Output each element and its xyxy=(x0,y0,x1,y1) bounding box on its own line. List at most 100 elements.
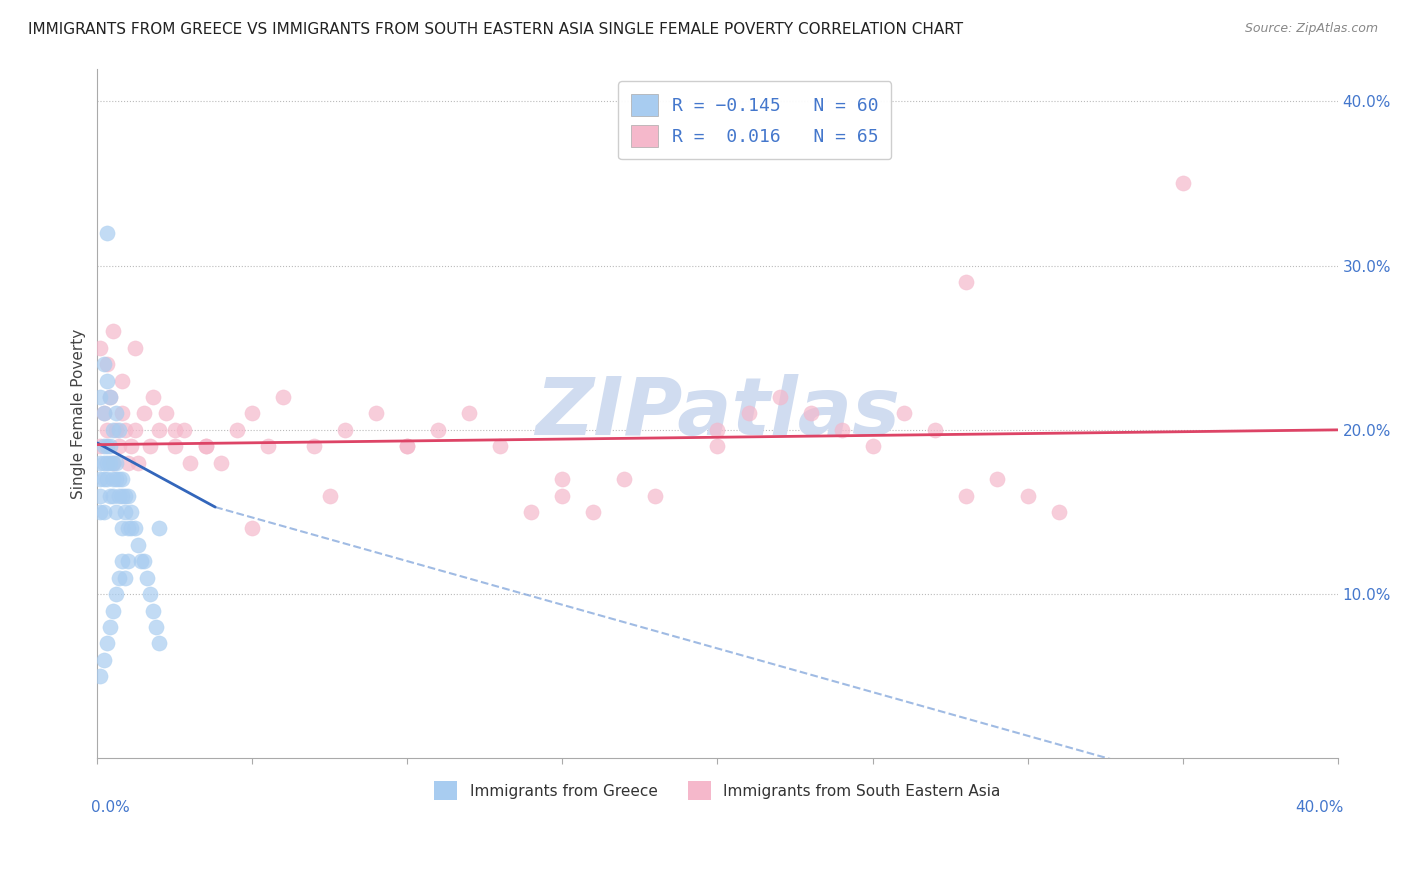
Point xyxy=(101,423,124,437)
Point xyxy=(108,489,131,503)
Point xyxy=(96,357,118,371)
Point xyxy=(127,538,149,552)
Point xyxy=(862,439,884,453)
Point xyxy=(396,439,419,453)
Point xyxy=(89,669,111,683)
Point xyxy=(114,423,136,437)
Point xyxy=(986,472,1008,486)
Point xyxy=(101,489,124,503)
Point xyxy=(98,439,121,453)
Point xyxy=(924,423,946,437)
Point xyxy=(93,472,115,486)
Point xyxy=(1171,177,1194,191)
Point xyxy=(209,456,232,470)
Point xyxy=(194,439,217,453)
Point xyxy=(893,406,915,420)
Point xyxy=(117,489,139,503)
Point xyxy=(93,505,115,519)
Point xyxy=(225,423,247,437)
Point xyxy=(104,456,127,470)
Point xyxy=(145,620,167,634)
Point xyxy=(142,390,165,404)
Point xyxy=(89,439,111,453)
Point xyxy=(96,423,118,437)
Point xyxy=(89,505,111,519)
Point xyxy=(101,324,124,338)
Point xyxy=(706,439,728,453)
Point xyxy=(120,439,142,453)
Point xyxy=(98,456,121,470)
Point xyxy=(98,489,121,503)
Point xyxy=(132,554,155,568)
Point xyxy=(117,456,139,470)
Text: 0.0%: 0.0% xyxy=(91,800,129,814)
Point xyxy=(768,390,790,404)
Point xyxy=(520,505,543,519)
Point xyxy=(273,390,295,404)
Point xyxy=(737,406,759,420)
Point xyxy=(613,472,636,486)
Point xyxy=(114,505,136,519)
Point xyxy=(93,357,115,371)
Point xyxy=(396,439,419,453)
Point xyxy=(98,620,121,634)
Point xyxy=(304,439,326,453)
Point xyxy=(111,489,134,503)
Point xyxy=(96,456,118,470)
Point xyxy=(96,374,118,388)
Point xyxy=(104,406,127,420)
Point xyxy=(101,472,124,486)
Point xyxy=(366,406,388,420)
Point xyxy=(111,406,134,420)
Point xyxy=(173,423,195,437)
Point xyxy=(155,406,177,420)
Text: ZIPatlas: ZIPatlas xyxy=(536,375,900,452)
Point xyxy=(242,521,264,535)
Point xyxy=(111,521,134,535)
Point xyxy=(706,423,728,437)
Point xyxy=(1047,505,1070,519)
Point xyxy=(101,456,124,470)
Point xyxy=(93,439,115,453)
Point xyxy=(148,521,170,535)
Point xyxy=(124,521,146,535)
Point xyxy=(108,472,131,486)
Point xyxy=(111,374,134,388)
Point xyxy=(96,439,118,453)
Point xyxy=(148,423,170,437)
Point xyxy=(104,587,127,601)
Point xyxy=(93,653,115,667)
Point xyxy=(96,636,118,650)
Point xyxy=(139,439,162,453)
Point xyxy=(98,390,121,404)
Point xyxy=(257,439,280,453)
Point xyxy=(108,571,131,585)
Point xyxy=(108,423,131,437)
Point xyxy=(104,472,127,486)
Point xyxy=(799,406,821,420)
Point xyxy=(124,423,146,437)
Point xyxy=(117,554,139,568)
Point xyxy=(96,472,118,486)
Point xyxy=(136,571,159,585)
Point xyxy=(132,406,155,420)
Point xyxy=(955,489,977,503)
Point xyxy=(93,406,115,420)
Point xyxy=(101,603,124,617)
Point xyxy=(101,456,124,470)
Point xyxy=(139,587,162,601)
Point xyxy=(1017,489,1039,503)
Point xyxy=(104,423,127,437)
Text: 40.0%: 40.0% xyxy=(1295,800,1344,814)
Point xyxy=(111,554,134,568)
Point xyxy=(458,406,481,420)
Point xyxy=(194,439,217,453)
Point xyxy=(89,489,111,503)
Point xyxy=(489,439,512,453)
Point xyxy=(335,423,357,437)
Point xyxy=(582,505,605,519)
Point xyxy=(124,341,146,355)
Point xyxy=(117,521,139,535)
Point xyxy=(242,406,264,420)
Point xyxy=(120,521,142,535)
